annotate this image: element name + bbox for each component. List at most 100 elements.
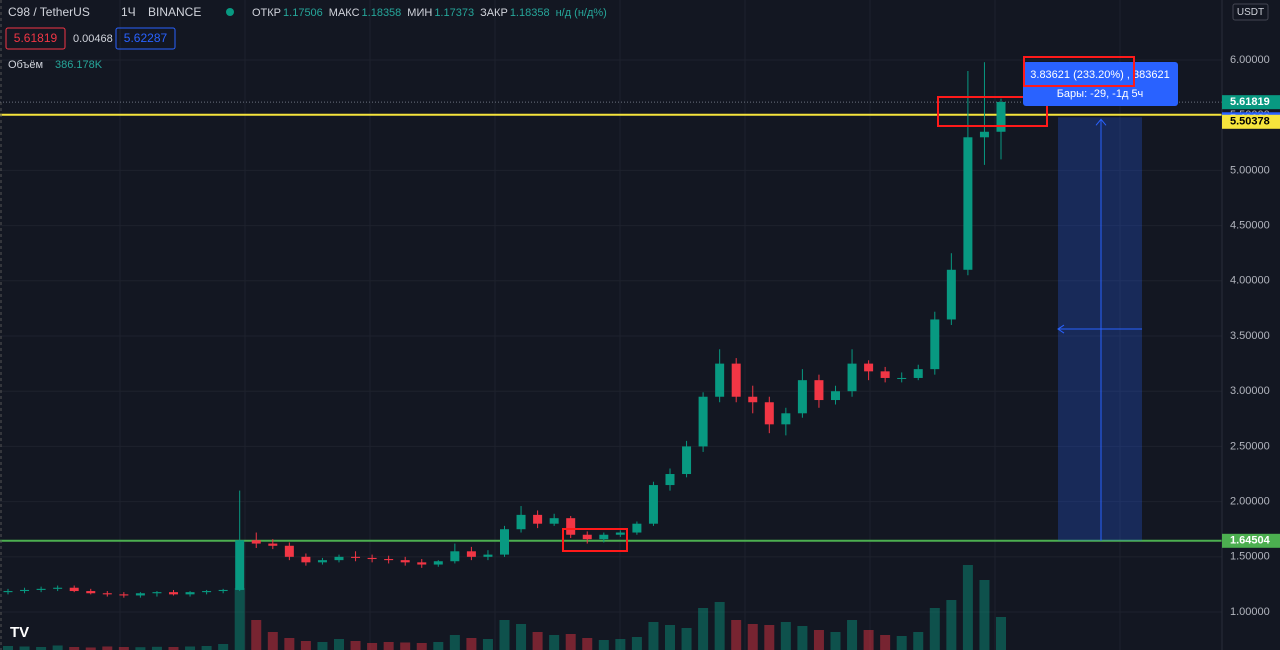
volume-bar bbox=[102, 646, 113, 650]
candle-body bbox=[417, 562, 427, 565]
interval: 1Ч bbox=[121, 5, 136, 19]
candle-body bbox=[582, 534, 592, 540]
candle-body bbox=[599, 534, 609, 540]
candle-body bbox=[36, 588, 46, 590]
ask-box[interactable] bbox=[115, 27, 176, 50]
currency[interactable]: USDT bbox=[1237, 7, 1264, 18]
y-tick-label: 1.50000 bbox=[1230, 551, 1270, 563]
bid[interactable]: 5.61819 bbox=[14, 31, 58, 45]
candle-body bbox=[615, 532, 625, 535]
volume-bar bbox=[516, 624, 527, 650]
candle-body bbox=[781, 413, 791, 425]
bid-box[interactable] bbox=[5, 27, 66, 50]
candle-body bbox=[632, 523, 642, 533]
ohlc-key: ЗАКР bbox=[480, 7, 508, 19]
change: н/д (н/д%) bbox=[556, 7, 607, 19]
volume-bar bbox=[201, 646, 212, 650]
volume-bar bbox=[151, 646, 162, 650]
y-tick-label: 6.00000 bbox=[1230, 54, 1270, 66]
candle-body bbox=[135, 593, 145, 596]
volume-bar bbox=[449, 635, 460, 650]
volume-bar bbox=[996, 617, 1006, 650]
candle-body bbox=[698, 396, 708, 447]
candle-body bbox=[715, 363, 725, 397]
candle-body bbox=[284, 545, 294, 557]
highlight-box bbox=[1023, 56, 1135, 87]
volume-bar bbox=[648, 622, 659, 650]
volume-bar bbox=[731, 620, 742, 650]
y-tick-label: 2.50000 bbox=[1230, 440, 1270, 452]
volume-bar bbox=[698, 608, 709, 650]
logo: TV bbox=[10, 624, 29, 641]
volume-bar bbox=[52, 645, 63, 650]
exchange: BINANCE bbox=[148, 5, 201, 19]
price-tag-label: 5.61819 bbox=[1230, 96, 1270, 108]
candle-body bbox=[102, 593, 112, 595]
volume-bar bbox=[714, 602, 725, 650]
y-tick-label: 1.00000 bbox=[1230, 606, 1270, 618]
candle-body bbox=[731, 363, 741, 397]
measure-arrow-head bbox=[1095, 118, 1107, 126]
candle-body bbox=[897, 377, 907, 379]
volume-bar bbox=[69, 647, 80, 650]
status-dot bbox=[226, 8, 234, 16]
volume-bar bbox=[85, 647, 96, 650]
volume-bar bbox=[334, 639, 344, 650]
ohlc-key: МАКС bbox=[329, 7, 360, 19]
volume-bar bbox=[499, 620, 510, 650]
volume-bar bbox=[36, 647, 47, 650]
ohlc-key: МИН bbox=[407, 7, 432, 19]
volume-bar bbox=[764, 625, 775, 650]
y-tick-label: 4.50000 bbox=[1230, 220, 1270, 232]
volume-bar bbox=[532, 632, 543, 650]
volume-bar bbox=[3, 646, 13, 650]
volume-bar bbox=[631, 637, 642, 650]
candle-body bbox=[665, 474, 675, 486]
spread: 0.00468 bbox=[73, 33, 113, 45]
candle-body bbox=[351, 556, 361, 558]
price-tag bbox=[1222, 114, 1280, 129]
ask[interactable]: 5.62287 bbox=[124, 31, 168, 45]
candle-body bbox=[483, 554, 493, 557]
volume-bar bbox=[780, 622, 791, 650]
candle-body bbox=[516, 514, 526, 530]
ohlc: ОТКР 1.17506 МАКС 1.18358 МИН 1.17373 ЗАКР 1.18… bbox=[252, 7, 607, 19]
measure-label: 3.83621 (233.20%) , 383621 bbox=[1030, 69, 1169, 81]
volume-bar bbox=[135, 647, 146, 650]
candle-body bbox=[235, 540, 245, 590]
candle-body bbox=[185, 592, 195, 595]
volume-bar bbox=[367, 643, 378, 650]
volume-bar bbox=[813, 630, 824, 650]
volume-bar bbox=[300, 641, 311, 650]
candle-body bbox=[268, 543, 278, 546]
y-tick-label: 5.00000 bbox=[1230, 164, 1270, 176]
candle-body bbox=[648, 485, 658, 524]
volume-bar bbox=[896, 636, 907, 650]
volume-bar bbox=[400, 642, 411, 650]
candle-body bbox=[400, 560, 410, 563]
volume-bar bbox=[880, 635, 891, 650]
candle-body bbox=[69, 587, 79, 592]
y-tick-label: 3.00000 bbox=[1230, 385, 1270, 397]
highlight-box bbox=[937, 96, 1048, 127]
volume-bar bbox=[168, 647, 179, 650]
volume-bar bbox=[416, 643, 427, 650]
candle-body bbox=[450, 551, 460, 562]
candle-body bbox=[169, 592, 178, 595]
ohlc-value: 1.17506 bbox=[283, 7, 323, 19]
measure-bars: Бары: -29, -1д 5ч bbox=[1057, 88, 1144, 100]
candle-body bbox=[682, 446, 692, 475]
price-tag bbox=[1222, 95, 1280, 110]
candle-body bbox=[847, 363, 857, 392]
volume-bar bbox=[267, 632, 278, 650]
candle-body bbox=[317, 560, 327, 563]
volume-bar bbox=[433, 642, 444, 650]
candle-body bbox=[946, 269, 956, 320]
candle-body bbox=[797, 380, 807, 414]
currency-box[interactable] bbox=[1232, 3, 1269, 21]
volume-bar bbox=[482, 639, 493, 650]
ohlc-value: 1.18358 bbox=[510, 7, 550, 19]
volume-bar bbox=[284, 638, 295, 650]
